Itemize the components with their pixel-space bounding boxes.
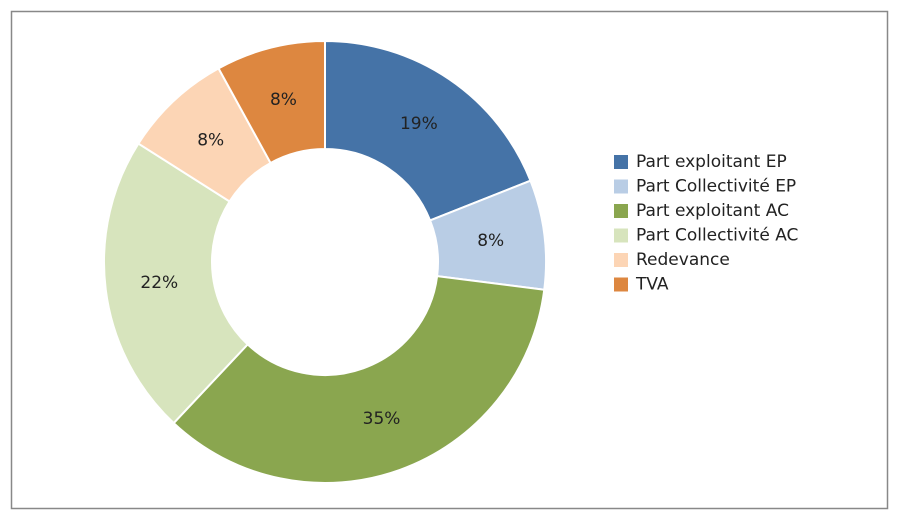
- donut-slice: [217, 39, 326, 165]
- legend-swatch: [614, 204, 628, 218]
- legend-swatch: [614, 253, 628, 267]
- legend-label: TVA: [635, 275, 669, 295]
- donut-slice: [324, 39, 532, 222]
- donut-slice: [103, 142, 250, 425]
- legend-label: Part exploitant EP: [636, 152, 787, 172]
- data-label: 8%: [477, 231, 504, 251]
- legend-label: Redevance: [636, 250, 730, 270]
- legend-swatch: [614, 228, 628, 243]
- donut-slice: [172, 275, 546, 484]
- legend-label: Part Collectivité EP: [636, 177, 796, 197]
- data-label: 22%: [140, 273, 178, 293]
- legend-swatch: [614, 155, 628, 169]
- data-label: 19%: [400, 114, 438, 134]
- legend-label: Part exploitant AC: [636, 201, 789, 221]
- data-label: 35%: [363, 409, 401, 429]
- data-label: 8%: [197, 130, 224, 150]
- legend-label: Part Collectivité AC: [636, 226, 798, 246]
- legend-swatch: [614, 179, 628, 194]
- legend-swatch: [614, 277, 628, 292]
- data-label: 8%: [270, 90, 297, 110]
